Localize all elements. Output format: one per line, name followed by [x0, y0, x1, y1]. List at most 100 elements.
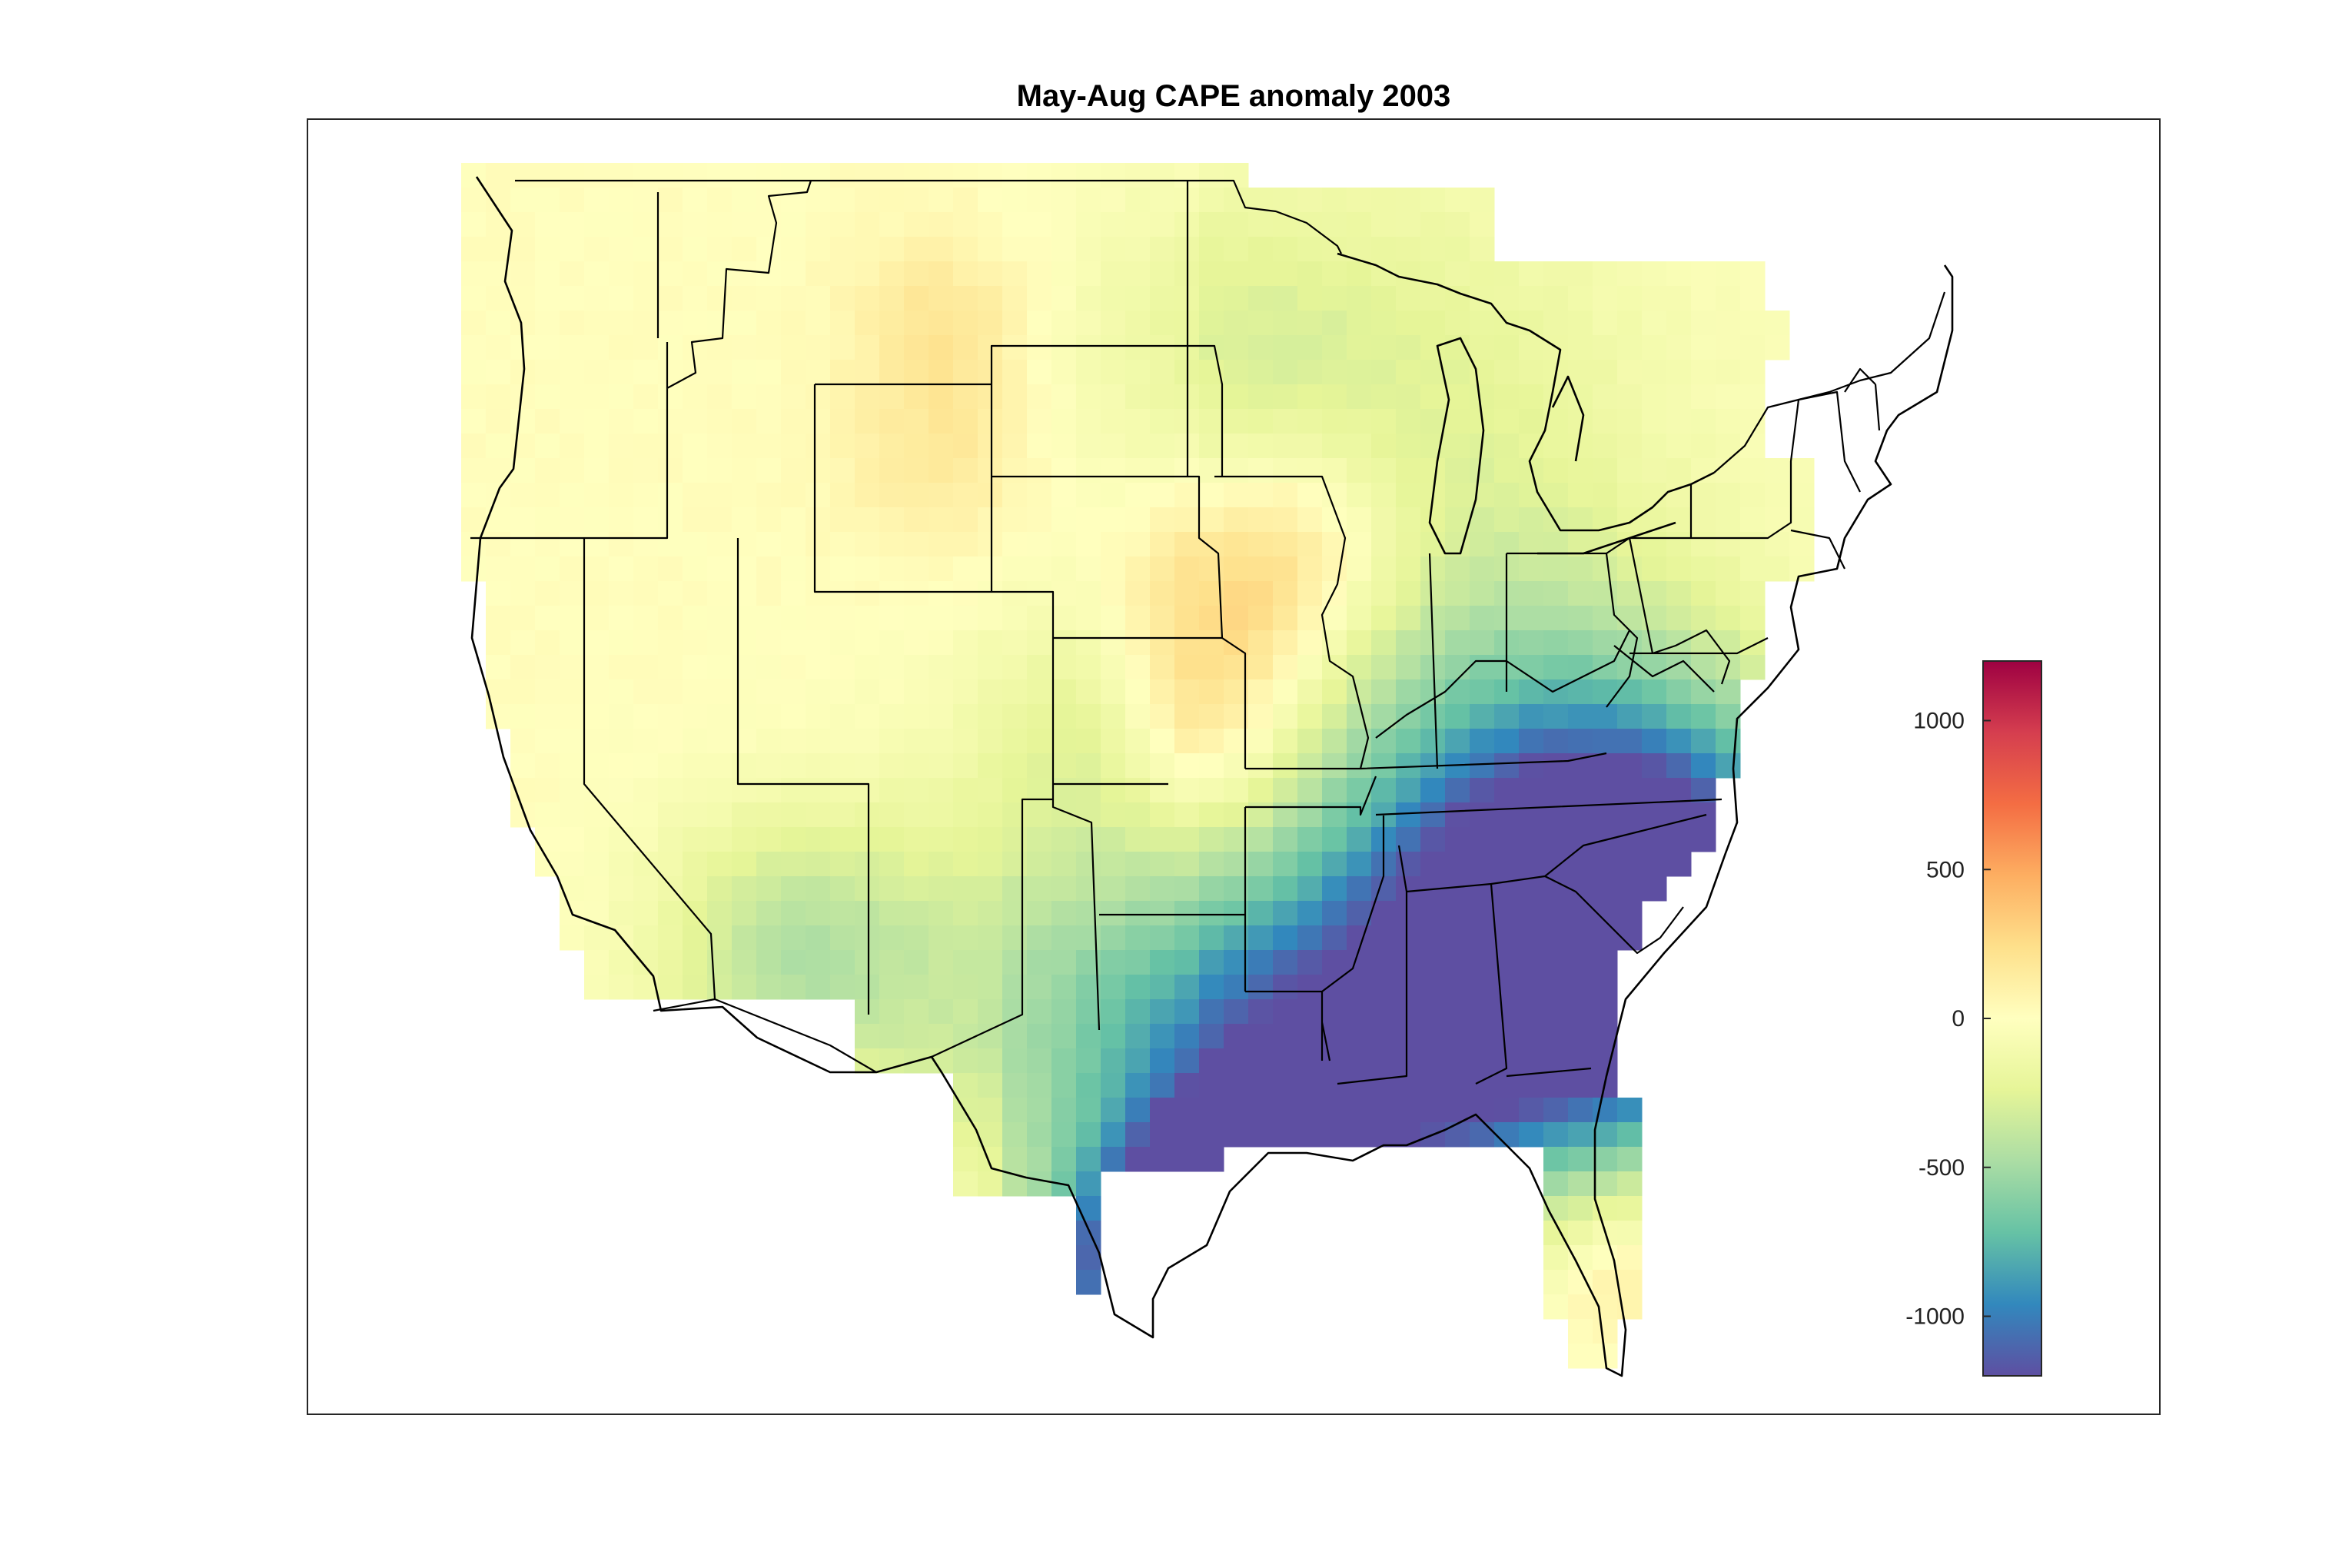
- heatmap-cell: [1027, 532, 1052, 557]
- heatmap-cell: [1593, 729, 1618, 754]
- heatmap-cell: [1322, 901, 1347, 926]
- heatmap-cell: [584, 360, 610, 385]
- heatmap-cell: [1125, 925, 1151, 951]
- heatmap-cell: [1445, 901, 1470, 926]
- heatmap-cell: [1125, 1122, 1151, 1148]
- heatmap-cell: [1076, 655, 1101, 680]
- heatmap-cell: [781, 507, 806, 533]
- heatmap-cell: [707, 163, 733, 188]
- heatmap-cell: [1543, 311, 1569, 336]
- heatmap-cell: [486, 581, 511, 606]
- heatmap-cell: [1322, 335, 1347, 360]
- heatmap-cell: [1224, 532, 1249, 557]
- heatmap-cell: [1248, 409, 1274, 434]
- heatmap-cell: [1101, 704, 1126, 729]
- heatmap-cell: [1543, 876, 1569, 902]
- heatmap-cell: [830, 360, 855, 385]
- heatmap-cell: [1519, 581, 1544, 606]
- heatmap-cell: [830, 679, 855, 705]
- heatmap-cell: [1273, 1048, 1298, 1074]
- heatmap-cell: [953, 434, 978, 459]
- heatmap-cell: [756, 409, 782, 434]
- heatmap-cell: [461, 261, 487, 287]
- heatmap-cell: [1273, 679, 1298, 705]
- heatmap-cell: [1420, 409, 1446, 434]
- heatmap-cell: [1248, 630, 1274, 656]
- heatmap-cell: [1027, 212, 1052, 238]
- heatmap-cell: [1666, 556, 1692, 582]
- heatmap-cell: [584, 212, 610, 238]
- map-plot-area: [461, 163, 1954, 1377]
- heatmap-cell: [1347, 507, 1372, 533]
- heatmap-cell: [1470, 1098, 1495, 1123]
- heatmap-cell: [510, 802, 536, 828]
- heatmap-cell: [1051, 409, 1077, 434]
- heatmap-cell: [1347, 975, 1372, 1000]
- heatmap-cell: [855, 778, 880, 803]
- heatmap-cell: [978, 409, 1003, 434]
- heatmap-cell: [1470, 999, 1495, 1025]
- heatmap-cell: [1740, 606, 1766, 631]
- heatmap-cell: [1568, 606, 1593, 631]
- heatmap-cell: [781, 360, 806, 385]
- heatmap-cell: [1691, 335, 1716, 360]
- heatmap-cell: [978, 1073, 1003, 1098]
- heatmap-cell: [633, 360, 659, 385]
- heatmap-cell: [1101, 188, 1126, 213]
- heatmap-cell: [953, 1171, 978, 1197]
- heatmap-cell: [855, 655, 880, 680]
- heatmap-cell: [1101, 630, 1126, 656]
- heatmap-cell: [732, 975, 757, 1000]
- heatmap-cell: [806, 630, 831, 656]
- heatmap-cell: [1593, 384, 1618, 410]
- heatmap-cell: [1125, 188, 1151, 213]
- heatmap-cell: [1076, 360, 1101, 385]
- heatmap-cell: [1248, 802, 1274, 828]
- heatmap-cell: [1051, 188, 1077, 213]
- heatmap-cell: [781, 286, 806, 311]
- heatmap-cell: [830, 311, 855, 336]
- heatmap-cell: [1568, 950, 1593, 975]
- heatmap-cell: [1666, 852, 1692, 877]
- heatmap-cell: [1396, 925, 1421, 951]
- heatmap-cell: [584, 556, 610, 582]
- heatmap-cell: [1297, 630, 1323, 656]
- heatmap-cell: [1199, 1122, 1224, 1148]
- heatmap-cell: [1076, 483, 1101, 508]
- heatmap-cell: [1297, 876, 1323, 902]
- heatmap-cell: [1248, 335, 1274, 360]
- heatmap-cell: [1691, 311, 1716, 336]
- heatmap-cell: [953, 286, 978, 311]
- heatmap-cell: [781, 827, 806, 852]
- heatmap-cell: [633, 311, 659, 336]
- heatmap-cell: [535, 483, 560, 508]
- heatmap-cell: [535, 261, 560, 287]
- heatmap-cell: [830, 581, 855, 606]
- heatmap-cell: [1543, 286, 1569, 311]
- heatmap-cell: [1371, 655, 1397, 680]
- heatmap-cell: [1248, 212, 1274, 238]
- heatmap-cell: [1248, 434, 1274, 459]
- heatmap-cell: [1642, 360, 1667, 385]
- heatmap-cell: [1396, 950, 1421, 975]
- heatmap-cell: [1666, 458, 1692, 483]
- heatmap-cell: [1101, 556, 1126, 582]
- heatmap-cell: [1543, 950, 1569, 975]
- heatmap-cell: [806, 852, 831, 877]
- heatmap-cell: [658, 630, 683, 656]
- heatmap-cell: [1150, 901, 1175, 926]
- heatmap-cell: [855, 802, 880, 828]
- heatmap-cell: [1297, 655, 1323, 680]
- heatmap-cell: [953, 311, 978, 336]
- heatmap-cell: [1076, 409, 1101, 434]
- heatmap-cell: [707, 261, 733, 287]
- heatmap-cell: [732, 409, 757, 434]
- heatmap-cell: [609, 212, 634, 238]
- heatmap-cell: [1494, 1098, 1520, 1123]
- heatmap-cell: [1297, 507, 1323, 533]
- heatmap-cell: [510, 483, 536, 508]
- heatmap-cell: [633, 679, 659, 705]
- heatmap-cell: [1051, 483, 1077, 508]
- heatmap-cell: [1297, 532, 1323, 557]
- heatmap-cell: [1248, 1048, 1274, 1074]
